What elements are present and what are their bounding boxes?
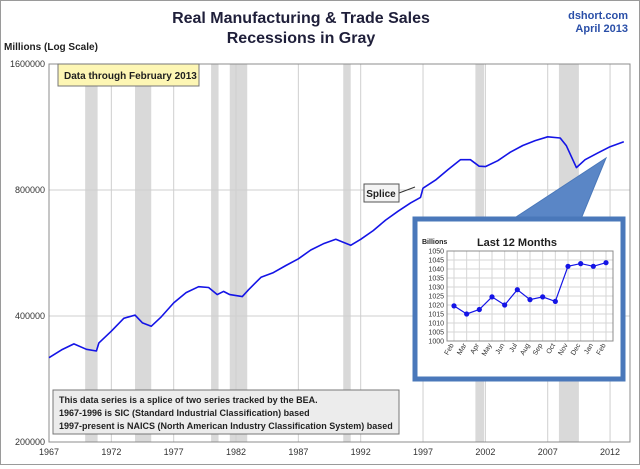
inset-series — [451, 260, 609, 317]
note-line-1: This data series is a splice of two seri… — [59, 395, 318, 405]
x-tick-label: 2002 — [475, 447, 495, 457]
inset-point — [489, 294, 495, 300]
inset-x-tick-label: Jan — [583, 342, 595, 355]
inset-point — [514, 287, 520, 293]
inset-y-axis-ticks: 1000 1005 1010 1015 1020 1025 1030 1035 1040 1045… — [428, 249, 444, 346]
date-label: April 2013 — [575, 23, 628, 35]
x-tick-label: 1977 — [164, 447, 184, 457]
y-tick-label: 400000 — [15, 311, 45, 321]
x-tick-label: 1982 — [226, 447, 246, 457]
inset-y-tick-label: 1015 — [428, 312, 444, 319]
inset-y-tick-label: 1050 — [428, 249, 444, 256]
y-tick-label: 200000 — [15, 437, 45, 447]
x-axis-ticks: 1967 1972 1977 1982 1987 1992 1997 2002 2007 2012 — [39, 447, 620, 457]
inset-y-tick-label: 1040 — [428, 267, 444, 274]
inset-chart: Last 12 Months Billions 1000 1005 1010 1015… — [412, 216, 626, 382]
inset-point — [476, 306, 482, 313]
inset-y-axis-label: Billions — [422, 239, 447, 246]
inset-point — [502, 302, 508, 308]
inset-x-tick-label: Jul — [509, 342, 520, 354]
y-axis-ticks: 200000 400000 800000 1600000 — [10, 59, 45, 447]
data-through-box — [57, 63, 200, 87]
inset-plot-area — [446, 250, 614, 342]
source-label: dshort.com — [568, 10, 628, 22]
x-tick-label: 1987 — [288, 447, 308, 457]
inset-y-tick-label: 1025 — [428, 294, 444, 301]
main-series — [48, 136, 625, 359]
x-tick-label: 1967 — [39, 447, 59, 457]
splice-box — [363, 183, 400, 203]
recession-band — [85, 64, 98, 442]
inset-y-tick-label: 1020 — [428, 303, 444, 310]
inset-point — [451, 303, 457, 309]
y-axis-label: Millions (Log Scale) — [4, 42, 98, 53]
inset-x-tick-label: Apr — [470, 342, 482, 356]
note-line-2: 1967-1996 is SIC (Standard Industrial Cl… — [59, 408, 310, 418]
inset-y-tick-label: 1005 — [428, 330, 444, 337]
inset-y-tick-label: 1010 — [428, 321, 444, 328]
chart-title: Real Manufacturing & Trade Sales — [172, 10, 430, 27]
inset-point — [527, 297, 533, 303]
note-line-3: 1997-present is NAICS (North American In… — [59, 421, 393, 431]
x-tick-label: 2007 — [538, 447, 558, 457]
inset-point — [603, 260, 609, 266]
inset-point — [464, 311, 470, 317]
inset-x-tick-label: Oct — [546, 342, 558, 355]
inset-y-tick-label: 1045 — [428, 258, 444, 265]
inset-point — [552, 298, 558, 304]
x-tick-label: 1972 — [101, 447, 121, 457]
x-tick-label: 1992 — [351, 447, 371, 457]
inset-point — [540, 294, 546, 300]
chart-subtitle: Recessions in Gray — [227, 30, 376, 47]
inset-panel — [412, 216, 626, 382]
inset-y-tick-label: 1035 — [428, 276, 444, 283]
inset-point — [578, 261, 584, 267]
inset-y-tick-label: 1000 — [428, 339, 444, 346]
plot-area — [48, 63, 631, 443]
recession-band — [211, 64, 219, 442]
splice-pointer — [398, 186, 416, 194]
sales-line — [48, 136, 625, 359]
x-tick-label: 1997 — [413, 447, 433, 457]
recession-band — [135, 64, 152, 442]
recession-band — [229, 64, 248, 442]
y-tick-label: 800000 — [15, 185, 45, 195]
x-tick-label: 2012 — [600, 447, 620, 457]
y-tick-label: 1600000 — [10, 59, 45, 69]
recession-band — [343, 64, 351, 442]
splice-label: Splice — [366, 189, 396, 200]
inset-point — [590, 263, 596, 269]
inset-x-tick-label: Jun — [495, 342, 507, 355]
inset-point — [565, 263, 571, 269]
inset-y-tick-label: 1030 — [428, 285, 444, 292]
data-through-label: Data through February 2013 — [64, 71, 197, 82]
inset-title: Last 12 Months — [477, 237, 557, 249]
note-box — [52, 389, 400, 435]
